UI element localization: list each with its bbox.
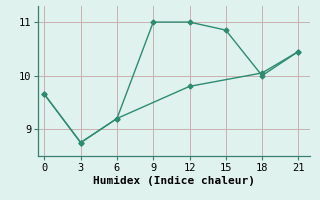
X-axis label: Humidex (Indice chaleur): Humidex (Indice chaleur) (93, 176, 255, 186)
